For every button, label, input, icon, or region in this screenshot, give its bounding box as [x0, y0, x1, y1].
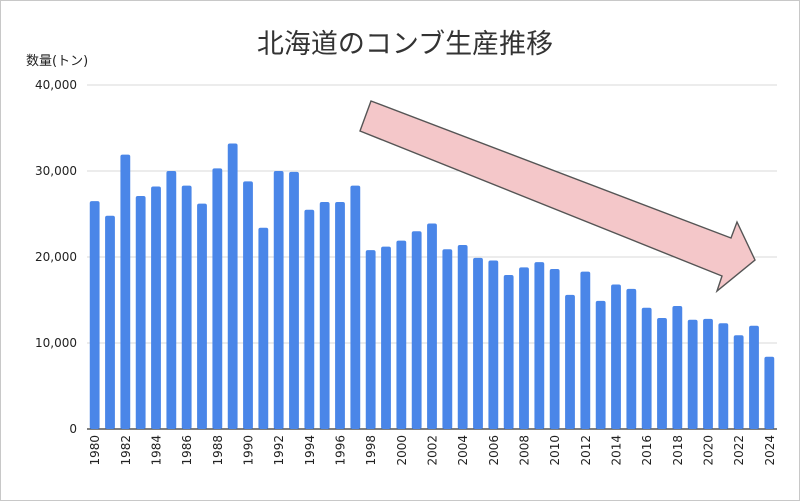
- bar: [703, 318, 713, 429]
- downward-trend-arrow: [359, 100, 756, 294]
- x-tick-label: 2014: [610, 435, 624, 466]
- bar: [365, 250, 376, 429]
- x-tick-label: 2004: [456, 435, 470, 466]
- x-tick-label: 2018: [671, 435, 685, 466]
- bar: [304, 209, 315, 429]
- bar: [350, 185, 361, 429]
- x-tick-label: 1988: [211, 435, 225, 466]
- x-tick-label: 2020: [702, 435, 716, 466]
- x-tick-label: 1994: [303, 435, 317, 466]
- y-tick-label: 20,000: [35, 250, 77, 264]
- x-tick-label: 1992: [272, 435, 286, 466]
- bar: [427, 223, 437, 429]
- bar: [488, 260, 499, 429]
- x-tick-label: 2016: [640, 435, 654, 466]
- x-tick-label: 1982: [119, 435, 133, 466]
- bar: [611, 284, 621, 429]
- bar: [565, 294, 575, 429]
- bar: [442, 249, 453, 429]
- x-tick-label: 2010: [548, 435, 562, 466]
- y-tick-label: 30,000: [35, 164, 77, 178]
- x-tick-label: 2006: [487, 435, 501, 466]
- y-tick-label: 0: [69, 422, 77, 436]
- x-tick-label: 1990: [242, 435, 256, 466]
- bar: [749, 325, 759, 429]
- bar: [534, 262, 545, 429]
- bar: [273, 171, 284, 429]
- y-axis-label: 数量(トン): [26, 54, 88, 69]
- bar: [733, 335, 744, 429]
- y-tick-label: 10,000: [35, 336, 77, 350]
- bar: [89, 201, 100, 429]
- x-tick-label: 2024: [763, 435, 777, 466]
- x-tick-label: 2022: [732, 435, 746, 466]
- bars: [89, 143, 775, 430]
- bar: [258, 227, 269, 429]
- bar: [595, 300, 606, 429]
- bar: [519, 267, 529, 429]
- bar: [549, 269, 560, 429]
- bar: [641, 307, 652, 429]
- bar: [105, 215, 115, 429]
- x-tick-label: 1980: [88, 435, 102, 466]
- x-tick-labels: 1980 1982 1984 1986 1988 1990 1992 1994 1996 1998…: [88, 435, 777, 466]
- bar: [243, 181, 253, 429]
- bar: [672, 306, 683, 429]
- x-tick-label: 1984: [150, 435, 164, 466]
- bar: [212, 168, 223, 430]
- bar: [657, 318, 667, 429]
- bar: [319, 201, 330, 429]
- bar: [718, 323, 729, 429]
- y-tick-labels: 0 10,000 20,000 30,000 40,000: [35, 78, 77, 436]
- bar: [626, 288, 637, 429]
- bar: [381, 246, 391, 429]
- bar: [166, 171, 177, 429]
- x-tick-label: 2008: [518, 435, 532, 466]
- bar: [289, 171, 299, 430]
- bar: [764, 356, 775, 429]
- y-tick-label: 40,000: [35, 78, 77, 92]
- bar: [197, 203, 207, 429]
- bar: [411, 231, 422, 429]
- chart-title: 北海道のコンブ生産推移: [257, 29, 553, 60]
- bar: [120, 154, 131, 429]
- x-tick-label: 2012: [579, 435, 593, 466]
- x-tick-label: 1986: [180, 435, 194, 466]
- x-tick-label: 1996: [334, 435, 348, 466]
- bar: [335, 201, 345, 429]
- bar: [473, 257, 483, 429]
- bar: [580, 271, 591, 429]
- x-tick-label: 2000: [395, 435, 409, 466]
- bar: [457, 244, 468, 429]
- x-tick-label: 2002: [426, 435, 440, 466]
- bar: [687, 319, 698, 429]
- bar: [181, 185, 192, 429]
- bar: [135, 195, 146, 429]
- bar: [503, 275, 514, 429]
- bar: [151, 186, 161, 429]
- bar: [396, 240, 407, 429]
- x-tick-label: 1998: [364, 435, 378, 466]
- bar: [227, 143, 238, 430]
